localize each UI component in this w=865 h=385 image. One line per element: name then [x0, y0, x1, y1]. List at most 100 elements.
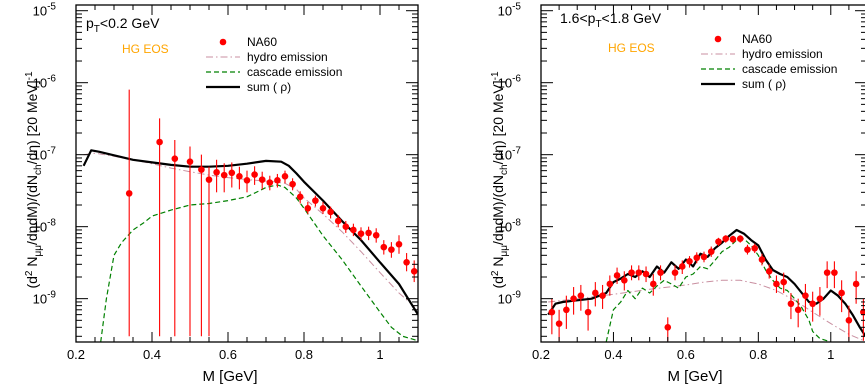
right-y-tick-label: 10-6 [498, 74, 522, 91]
left-na60-point [251, 171, 258, 178]
left-na60-point [156, 138, 163, 146]
right-na60-point [678, 263, 686, 270]
left-na60-point [388, 246, 395, 253]
right-na60-point [758, 256, 766, 263]
left-na60-point [357, 230, 365, 237]
right-na60-point [707, 248, 715, 255]
right-na60-point [852, 280, 860, 288]
left-na60-point [372, 231, 380, 239]
right-axes: 0.2 0.4 0.6 0.8 1 10-9 10-8 10-7 10-6 10-5 [498, 2, 865, 362]
left-legend-cascade-emission-label: cascade emission [247, 65, 342, 79]
left-na60-point [319, 204, 327, 212]
left-y-tick-label: 10-8 [33, 218, 57, 235]
right-na60-point [555, 320, 563, 327]
right-na60-point [693, 254, 701, 262]
right-na60-point [809, 300, 816, 308]
left-na60-point [395, 240, 403, 248]
left-na60-point [266, 179, 274, 186]
left-y-axis-label: (d2 Nμμ/dηdM)/(dNch/dη) [20 MeV]-1 [24, 71, 44, 289]
right-na60-point [838, 289, 845, 297]
right-na60-point [823, 269, 831, 276]
right-na60-point [628, 269, 635, 276]
left-na60-point [312, 197, 319, 204]
right-x-axis-label: M [GeV] [667, 368, 722, 385]
right-na60-point [729, 235, 737, 243]
left-na60-point [365, 229, 372, 237]
right-na60-point [773, 280, 780, 288]
right-x-tick-label: 0.6 [677, 347, 695, 362]
right-na60-point [831, 269, 838, 276]
right-legend-cascade-emission-label: cascade emission [742, 62, 837, 76]
right-na60-point [860, 308, 865, 316]
left-x-tick-label: 0.8 [295, 347, 313, 362]
right-hydro-emission-line [548, 279, 865, 342]
left-hydro-emission-line [83, 152, 418, 311]
right-na60-point [787, 300, 795, 308]
left-plot-area [82, 89, 418, 342]
left-x-tick-label: 0.2 [67, 347, 85, 362]
left-y-tick-label: 10-6 [33, 74, 57, 91]
right-na60-point [548, 308, 556, 316]
right-na60-point [816, 295, 824, 302]
right-na60-point [664, 324, 672, 331]
right-na60-point [700, 253, 708, 261]
left-panel: 0.2 0.4 0.6 0.8 1 10-9 10-8 10-7 10-6 10-5 pT<0.2… [24, 2, 419, 385]
right-na60-point [621, 276, 628, 284]
left-na60-point [125, 190, 133, 197]
left-x-axis-label: M [GeV] [202, 368, 257, 385]
left-na60-point [350, 226, 357, 234]
right-na60-point [845, 317, 853, 324]
left-na60-point [403, 258, 410, 266]
left-panel-label: pT<0.2 GeV [86, 15, 160, 35]
left-na60-point [281, 173, 289, 180]
left-na60-point [258, 176, 266, 183]
right-eos-annotation: HG EOS [608, 41, 655, 55]
right-y-tick-label: 10-7 [498, 146, 522, 163]
left-na60-point [213, 168, 220, 176]
left-legend-hydro-emission-label: hydro emission [247, 50, 328, 64]
right-legend-hydro-emission-label: hydro emission [742, 47, 823, 61]
right-na60-point [599, 292, 606, 299]
left-na60-point [205, 176, 213, 183]
right-x-tick-label: 0.8 [749, 347, 767, 362]
left-y-tick-label: 10-5 [33, 2, 57, 19]
right-na60-point [686, 258, 693, 265]
right-na60-point [577, 292, 585, 299]
right-na60-point [570, 295, 577, 302]
left-na60-point [243, 177, 251, 184]
right-x-tick-label: 1 [827, 347, 834, 362]
right-na60-point [744, 246, 751, 253]
right-na60-point [584, 308, 592, 316]
right-cascade-emission-line [605, 238, 831, 342]
right-na60-point [613, 272, 621, 279]
left-na60-point [342, 223, 350, 230]
left-na60-point [289, 180, 296, 188]
right-na60-point [722, 235, 730, 243]
right-y-tick-label: 10-8 [498, 218, 522, 235]
left-legend-sum-label: sum ( ρ) [247, 80, 291, 94]
left-legend-na60-label: NA60 [247, 35, 277, 49]
left-na60-point [334, 217, 342, 225]
right-na60-point [635, 269, 643, 276]
right-na60-point [606, 280, 614, 288]
right-y-axis-label: (d2 Nμμ/dηdM)/(dNch/dη) [20 MeV]-1 [490, 71, 510, 289]
right-na60-point [780, 278, 787, 286]
left-y-tick-label: 10-9 [33, 290, 57, 307]
right-na60-point [642, 270, 650, 278]
left-na60-point [220, 171, 228, 179]
right-na60-point [592, 289, 599, 297]
right-na60-point [765, 267, 773, 275]
left-na60-point [380, 243, 388, 251]
right-na60-point [657, 269, 664, 276]
right-x-tick-label: 0.2 [532, 347, 550, 362]
right-panel-label: 1.6<pT<1.8 GeV [560, 10, 662, 30]
right-x-tick-label: 0.4 [604, 347, 622, 362]
left-eos-annotation: HG EOS [122, 42, 169, 56]
right-na60-point [736, 235, 744, 243]
left-cascade-emission-line [100, 184, 418, 342]
left-na60-point [171, 155, 179, 162]
left-na60-point [198, 166, 205, 173]
